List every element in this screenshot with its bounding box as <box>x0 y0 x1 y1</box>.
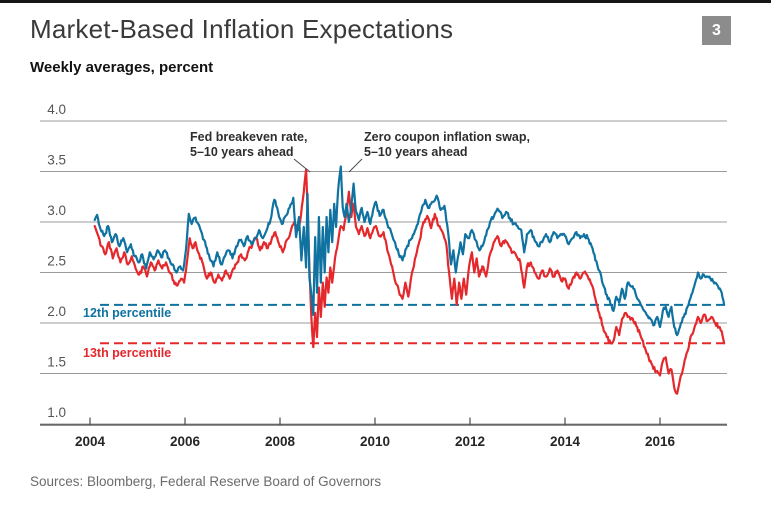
y-tick-label: 4.0 <box>47 102 66 117</box>
annotation-zero-coupon-line2: 5–10 years ahead <box>364 145 468 159</box>
x-tick-label: 2004 <box>75 434 106 449</box>
x-tick-label: 2006 <box>170 434 201 449</box>
x-tick-label: 2014 <box>550 434 581 449</box>
annotation-fed-breakeven-line2: 5–10 years ahead <box>190 145 294 159</box>
sources-text: Sources: Bloomberg, Federal Reserve Boar… <box>30 474 382 489</box>
x-tick-label: 2012 <box>455 434 485 449</box>
x-tick-label: 2008 <box>265 434 296 449</box>
annotation-leader-zero-coupon <box>348 158 363 173</box>
series-line-fed-breakeven <box>93 168 726 395</box>
y-tick-label: 3.5 <box>47 153 66 168</box>
annotation-fed-breakeven-line1: Fed breakeven rate, <box>190 130 308 144</box>
y-tick-label: 1.0 <box>47 405 66 420</box>
series-line-zero-coupon <box>93 165 726 337</box>
reference-line-label-12th-percentile: 12th percentile <box>83 306 172 320</box>
series-layer <box>93 165 726 395</box>
reference-line-label-13th-percentile: 13th percentile <box>83 346 172 360</box>
slide-number-badge: 3 <box>702 16 731 45</box>
y-tick-label: 1.5 <box>47 355 66 370</box>
annotation-leader-fed-breakeven <box>293 158 311 173</box>
y-tick-label: 2.0 <box>47 304 66 319</box>
x-tick-label: 2016 <box>645 434 676 449</box>
annotation-zero-coupon: Zero coupon inflation swap, 5–10 years a… <box>364 130 530 160</box>
page-title: Market-Based Inflation Expectations <box>30 14 454 44</box>
y-tick-label: 2.5 <box>47 254 66 269</box>
chart-subtitle: Weekly averages, percent <box>30 59 214 76</box>
axes-layer: 4.0 3.5 3.0 2.5 2.0 1.5 1.0 2004 2006 2008 2010 201… <box>40 102 727 449</box>
gridlines-layer <box>40 120 727 425</box>
annotation-fed-breakeven: Fed breakeven rate, 5–10 years ahead <box>190 130 307 160</box>
y-tick-label: 3.0 <box>47 203 66 218</box>
reference-lines-layer <box>100 303 726 345</box>
top-rule <box>0 0 771 3</box>
annotation-zero-coupon-line1: Zero coupon inflation swap, <box>364 130 530 144</box>
x-tick-label: 2010 <box>360 434 390 449</box>
